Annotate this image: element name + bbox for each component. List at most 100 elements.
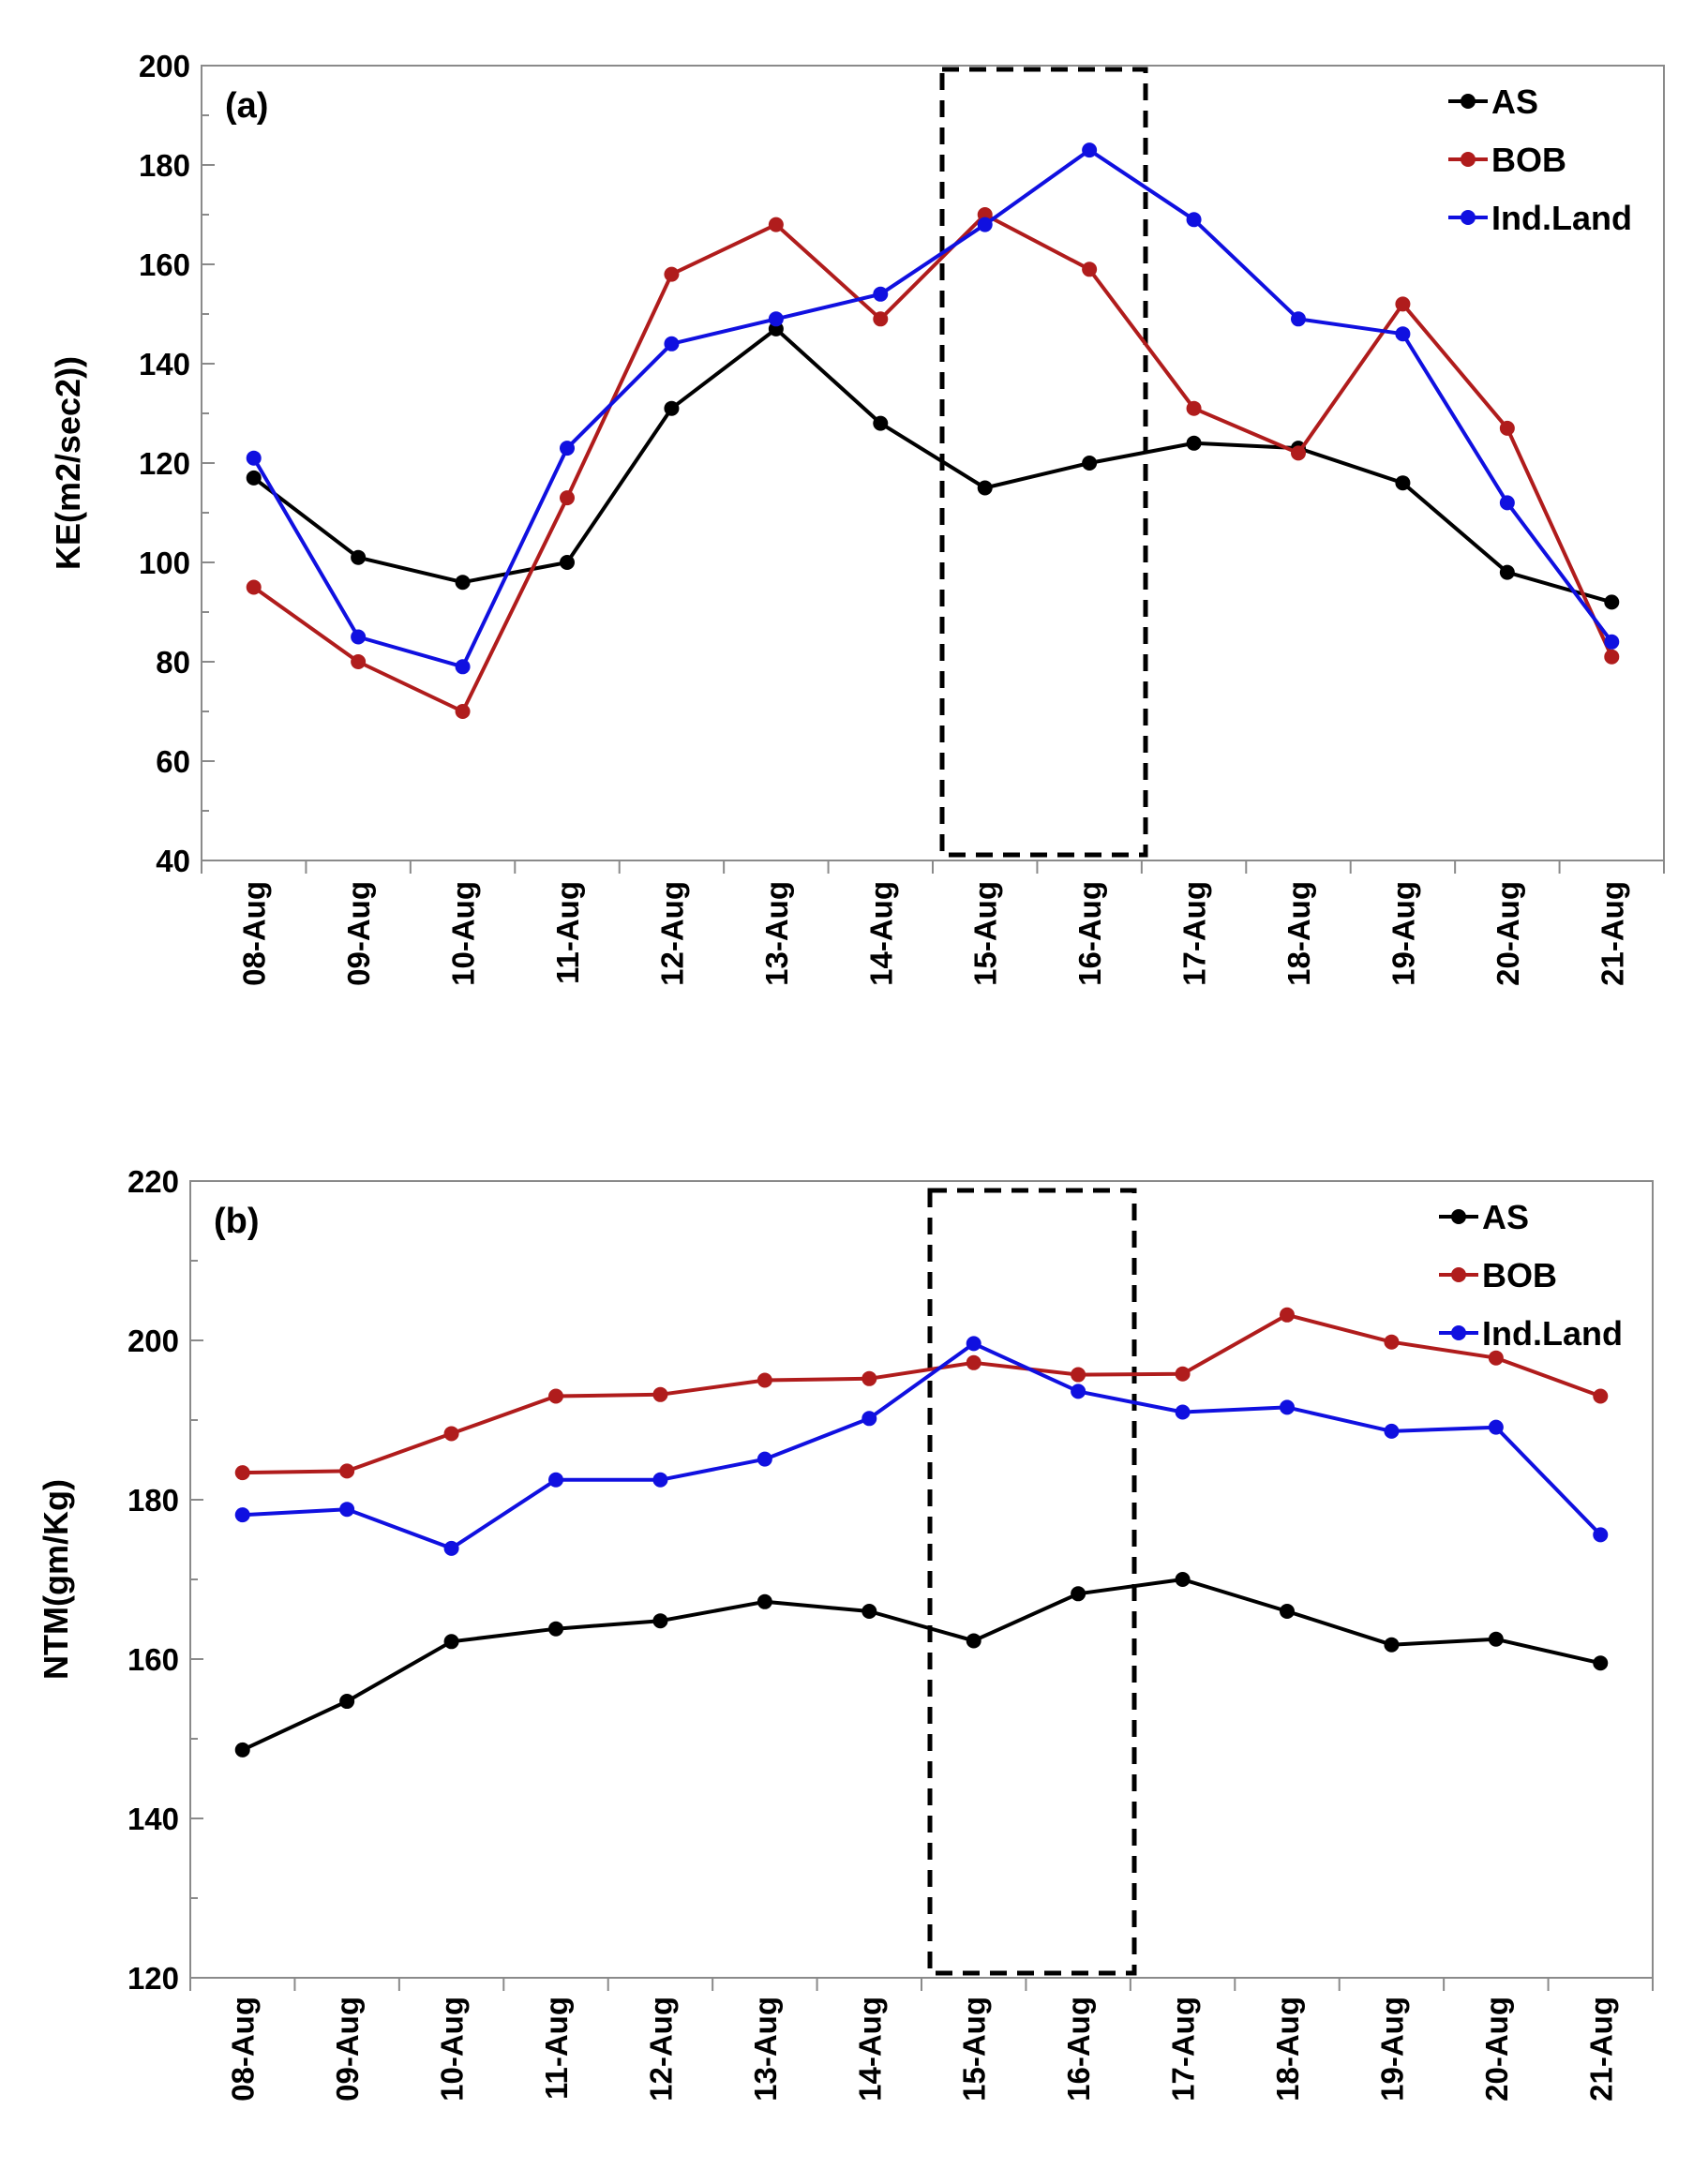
data-point <box>351 654 367 669</box>
data-point <box>861 1370 877 1386</box>
x-tick-label: 19-Aug <box>1374 1997 1409 2102</box>
y-tick-label: 160 <box>127 1642 179 1677</box>
data-point <box>1488 1419 1504 1435</box>
x-tick-label: 16-Aug <box>1072 881 1107 986</box>
plot-frame <box>201 65 1665 861</box>
data-point <box>339 1694 355 1710</box>
series-line-bob <box>242 1312 1601 1475</box>
data-point <box>560 555 575 570</box>
y-tick-label: 100 <box>139 546 190 580</box>
legend-marker <box>1451 1325 1466 1340</box>
data-point <box>1175 1572 1191 1587</box>
x-tick-label: 21-Aug <box>1595 881 1629 986</box>
x-tick-label: 18-Aug <box>1281 881 1316 986</box>
data-point <box>1499 420 1515 436</box>
data-point <box>1488 1350 1504 1366</box>
data-point <box>1384 1637 1400 1653</box>
plot-frame <box>189 1180 1654 1979</box>
chart-panel-a: 40 60 80 100 120 140 160 180 200 08-Aug 09-Aug 10-A… <box>49 49 1665 986</box>
data-point <box>1488 1631 1504 1647</box>
series-line-ind-land <box>242 1341 1602 1550</box>
data-point <box>246 579 262 595</box>
data-point <box>455 704 471 719</box>
x-tick-label: 16-Aug <box>1061 1997 1096 2102</box>
data-point <box>548 1472 563 1488</box>
legend-label: AS <box>1482 1198 1529 1236</box>
legend-label: Ind.Land <box>1482 1314 1623 1353</box>
legend-marker <box>1461 152 1476 167</box>
series-line-bob <box>252 213 1614 713</box>
data-point <box>339 1502 355 1518</box>
data-point <box>1395 296 1411 312</box>
data-point <box>1280 1307 1295 1323</box>
data-point <box>768 217 784 232</box>
series-line-ind-land <box>251 148 1613 669</box>
y-tick-label: 220 <box>127 1164 179 1199</box>
data-point <box>966 1633 981 1649</box>
data-point <box>757 1451 772 1467</box>
y-tick-label: 120 <box>127 1961 179 1996</box>
data-point <box>652 1613 668 1629</box>
data-point <box>664 400 680 416</box>
data-point <box>1384 1423 1400 1439</box>
data-point <box>977 480 993 496</box>
data-point <box>246 470 262 486</box>
data-point <box>1280 1399 1295 1415</box>
data-point <box>455 659 471 675</box>
x-tick-label: 09-Aug <box>330 1997 365 2102</box>
legend-marker <box>1461 210 1476 225</box>
data-point <box>1593 1388 1609 1404</box>
y-tick-label: 200 <box>127 1324 179 1358</box>
legend-label: AS <box>1491 82 1538 121</box>
x-tick-label: 20-Aug <box>1479 1997 1514 2102</box>
y-tick-label: 60 <box>156 744 190 779</box>
data-point <box>664 266 680 282</box>
data-point <box>1593 1655 1609 1671</box>
data-point <box>1291 311 1306 327</box>
data-point <box>1604 649 1620 665</box>
data-point <box>548 1621 563 1637</box>
x-tick-label: 10-Aug <box>446 881 481 986</box>
data-point <box>351 629 367 645</box>
data-point <box>861 1411 877 1427</box>
data-point <box>560 490 575 506</box>
data-point <box>1082 262 1098 277</box>
data-point <box>966 1354 981 1370</box>
data-point <box>1604 634 1620 650</box>
data-point <box>1593 1527 1609 1543</box>
data-point <box>652 1386 668 1402</box>
data-point <box>757 1593 772 1609</box>
legend-label: BOB <box>1491 141 1566 179</box>
x-tick-label: 17-Aug <box>1177 881 1212 986</box>
x-tick-label: 11-Aug <box>550 881 585 984</box>
legend-marker <box>1461 94 1476 109</box>
data-point <box>1175 1366 1191 1382</box>
x-tick-label: 08-Aug <box>226 1997 261 2102</box>
data-point <box>873 415 889 431</box>
panel-label: (a) <box>225 86 268 126</box>
x-tick-label: 11-Aug <box>539 1997 574 2100</box>
data-point <box>246 450 262 466</box>
y-axis-label: KE(m2/sec2)) <box>49 356 87 570</box>
x-tick-label: 13-Aug <box>759 881 794 986</box>
x-tick-label: 09-Aug <box>341 881 376 986</box>
legend-label: BOB <box>1482 1256 1557 1294</box>
data-point <box>873 311 889 327</box>
data-point <box>443 1426 459 1442</box>
legend-marker <box>1451 1209 1466 1224</box>
data-point <box>234 1742 250 1758</box>
data-point <box>351 549 367 565</box>
y-tick-label: 180 <box>127 1483 179 1518</box>
chart-panel-b: 120 140 160 180 200 220 08-Aug 09-Aug 10-Aug 11-A… <box>37 1164 1654 2102</box>
data-point <box>339 1463 355 1479</box>
data-point <box>966 1336 981 1352</box>
data-point <box>768 311 784 327</box>
data-point <box>977 217 993 232</box>
y-tick-label: 140 <box>139 347 190 381</box>
data-point <box>443 1634 459 1650</box>
legend-marker <box>1451 1267 1466 1282</box>
x-tick-label: 14-Aug <box>852 1997 887 2102</box>
data-point <box>443 1540 459 1556</box>
data-point <box>1186 212 1202 228</box>
y-tick-label: 200 <box>139 49 190 83</box>
